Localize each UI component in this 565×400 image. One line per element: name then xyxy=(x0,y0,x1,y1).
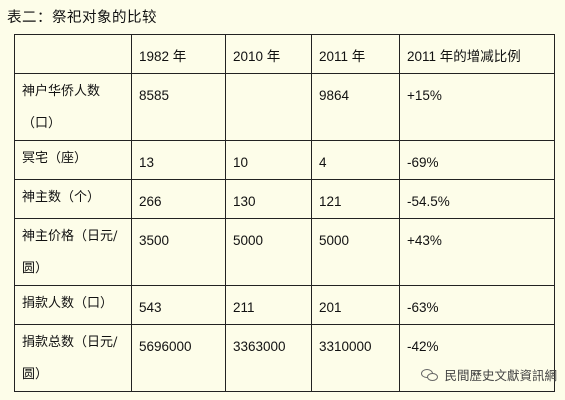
table-cell: 3500 xyxy=(131,218,226,286)
table-cell: 121 xyxy=(311,179,400,219)
row-label-text: 神户华侨人数（口） xyxy=(22,84,101,131)
header-cell-2011: 2011 年 xyxy=(311,34,400,74)
table-row: 神主价格（日元/圆） 3500 5000 5000 +43% xyxy=(14,218,555,286)
table-cell: 5000 xyxy=(311,218,400,286)
header-cell-corner xyxy=(14,34,132,74)
row-label: 捐款人数（口） xyxy=(14,285,132,325)
table-cell: +15% xyxy=(399,73,555,141)
row-label-text: 捐款人数（口） xyxy=(22,296,114,311)
table-cell: 9864 xyxy=(311,73,400,141)
row-label: 神主数（个） xyxy=(14,179,132,219)
table-caption: 表二：祭祀对象的比较 xyxy=(7,10,157,26)
header-cell-1982: 1982 年 xyxy=(131,34,226,74)
table-cell: -54.5% xyxy=(399,179,555,219)
row-label-text: 神主价格（日元/圆） xyxy=(22,229,118,276)
table-cell: 5696000 xyxy=(131,324,226,392)
table-row: 神主数（个） 266 130 121 -54.5% xyxy=(14,179,555,219)
table-cell xyxy=(225,73,312,141)
watermark: 民間歷史文獻資訊網 xyxy=(421,365,557,384)
row-label: 神户华侨人数（口） xyxy=(14,73,132,141)
table-row: 神户华侨人数（口） 8585 9864 +15% xyxy=(14,73,555,141)
table-cell: +43% xyxy=(399,218,555,286)
table-cell: 5000 xyxy=(225,218,312,286)
wechat-icon xyxy=(421,368,439,382)
table-cell: -69% xyxy=(399,140,555,180)
table-cell: 201 xyxy=(311,285,400,325)
table-row: 捐款人数（口） 543 211 201 -63% xyxy=(14,285,555,325)
row-label: 神主价格（日元/圆） xyxy=(14,218,132,286)
header-cell-change: 2011 年的增减比例 xyxy=(399,34,555,74)
table-header-row: 1982 年 2010 年 2011 年 2011 年的增减比例 xyxy=(14,34,555,74)
table-cell: -42% xyxy=(399,324,555,392)
row-label-text: 神主数（个） xyxy=(22,190,101,205)
table-cell: 4 xyxy=(311,140,400,180)
table-cell: 211 xyxy=(225,285,312,325)
table-cell: 3363000 xyxy=(225,324,312,392)
table-cell: 130 xyxy=(225,179,312,219)
row-label-text: 冥宅（座） xyxy=(22,151,88,166)
table-cell: 13 xyxy=(131,140,226,180)
table-cell: 3310000 xyxy=(311,324,400,392)
comparison-table: 1982 年 2010 年 2011 年 2011 年的增减比例 神户华侨人数（… xyxy=(14,34,555,392)
table-cell: 266 xyxy=(131,179,226,219)
table-cell: 10 xyxy=(225,140,312,180)
row-label: 捐款总数（日元/圆） xyxy=(14,324,132,392)
table-row: 冥宅（座） 13 10 4 -69% xyxy=(14,140,555,180)
table-cell: 8585 xyxy=(131,73,226,141)
header-cell-2010: 2010 年 xyxy=(225,34,312,74)
row-label-text: 捐款总数（日元/圆） xyxy=(22,335,118,382)
row-label: 冥宅（座） xyxy=(14,140,132,180)
watermark-text: 民間歷史文獻資訊網 xyxy=(444,368,557,383)
table-row: 捐款总数（日元/圆） 5696000 3363000 3310000 -42% xyxy=(14,324,555,392)
table-cell: 543 xyxy=(131,285,226,325)
table-cell: -63% xyxy=(399,285,555,325)
